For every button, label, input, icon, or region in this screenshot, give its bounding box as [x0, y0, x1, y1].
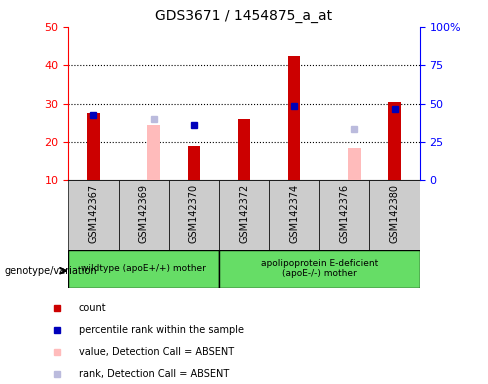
Bar	[388, 102, 401, 180]
Text: GSM142380: GSM142380	[389, 184, 400, 243]
Bar	[219, 250, 420, 288]
Bar	[369, 180, 420, 250]
Bar	[319, 180, 369, 250]
Bar	[348, 148, 361, 180]
Bar	[169, 180, 219, 250]
Title: GDS3671 / 1454875_a_at: GDS3671 / 1454875_a_at	[156, 9, 332, 23]
Bar	[68, 180, 119, 250]
Bar	[187, 146, 200, 180]
Bar	[288, 56, 301, 180]
Bar	[87, 113, 100, 180]
Text: percentile rank within the sample: percentile rank within the sample	[79, 325, 244, 335]
Bar	[119, 180, 169, 250]
Text: count: count	[79, 303, 106, 313]
Text: GSM142374: GSM142374	[289, 184, 299, 243]
Text: wildtype (apoE+/+) mother: wildtype (apoE+/+) mother	[81, 264, 206, 273]
Text: GSM142372: GSM142372	[239, 184, 249, 243]
Bar	[269, 180, 319, 250]
Text: GSM142370: GSM142370	[189, 184, 199, 243]
Text: value, Detection Call = ABSENT: value, Detection Call = ABSENT	[79, 347, 234, 357]
Text: GSM142369: GSM142369	[139, 184, 149, 243]
Text: apolipoprotein E-deficient
(apoE-/-) mother: apolipoprotein E-deficient (apoE-/-) mot…	[261, 259, 378, 278]
Text: genotype/variation: genotype/variation	[5, 266, 98, 276]
Text: GSM142376: GSM142376	[339, 184, 349, 243]
Bar	[147, 125, 160, 180]
Bar	[238, 119, 250, 180]
Text: rank, Detection Call = ABSENT: rank, Detection Call = ABSENT	[79, 369, 229, 379]
Text: GSM142367: GSM142367	[88, 184, 99, 243]
Bar	[219, 180, 269, 250]
Bar	[68, 250, 219, 288]
